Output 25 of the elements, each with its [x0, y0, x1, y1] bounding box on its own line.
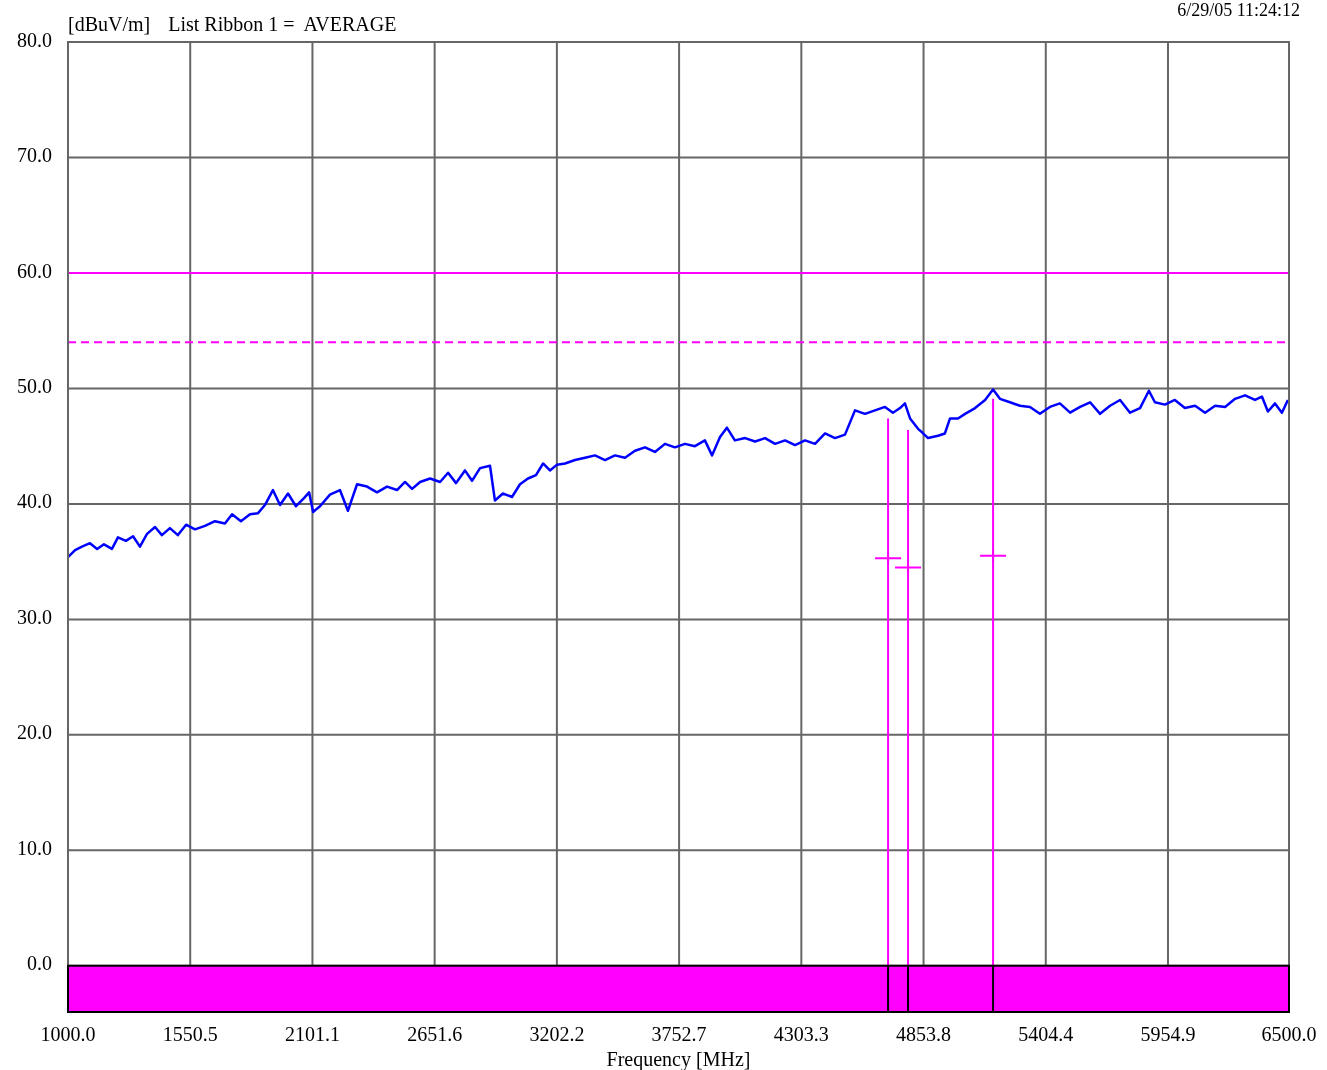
x-tick-label: 5954.9	[1140, 1023, 1196, 1045]
y-tick-label: 40.0	[17, 490, 52, 513]
x-tick-label: 2101.1	[284, 1023, 340, 1045]
y-tick-label: 10.0	[17, 836, 52, 859]
y-tick-label: 30.0	[17, 605, 52, 628]
x-tick-label: 3202.2	[529, 1023, 585, 1045]
y-tick-label: 70.0	[17, 144, 52, 167]
line-series	[66, 388, 1290, 559]
y-tick-label: 50.0	[17, 375, 52, 398]
y-tick-label: 0.0	[27, 952, 52, 975]
x-tick-label: 4853.8	[896, 1023, 952, 1045]
x-tick-label: 1000.0	[40, 1023, 96, 1045]
chart-title: List Ribbon 1 = AVERAGE	[168, 13, 397, 35]
x-tick-label: 6500.0	[1261, 1023, 1317, 1045]
x-tick-label: 1550.5	[162, 1023, 218, 1045]
y-tick-label: 60.0	[17, 259, 52, 282]
x-tick-label: 2651.6	[407, 1023, 463, 1045]
x-tick-label: 4303.3	[773, 1023, 829, 1045]
y-tick-label: 80.0	[17, 28, 52, 51]
x-tick-label: 3752.7	[651, 1023, 707, 1045]
x-tick-label: 5404.4	[1018, 1023, 1074, 1045]
y-axis-title: [dBuV/m]	[68, 13, 151, 35]
text: 6/29/05 11:24:12	[1177, 0, 1300, 20]
y-tick-label: 20.0	[17, 721, 52, 744]
x-axis-title: Frequency [MHz]	[606, 1048, 751, 1070]
